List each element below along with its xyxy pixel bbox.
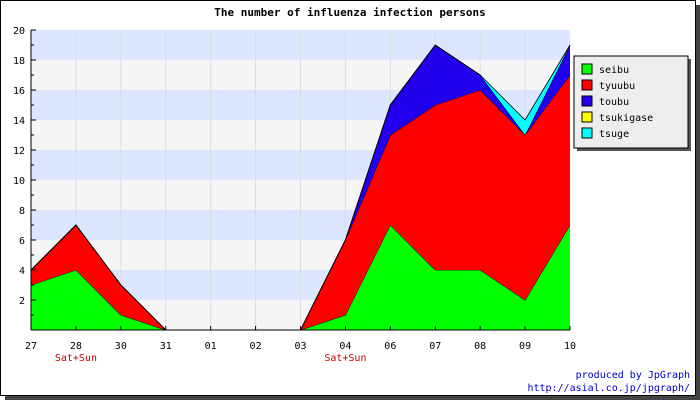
credit-line-2: http://asial.co.jp/jpgraph/ bbox=[527, 383, 690, 394]
area-seibu bbox=[300, 225, 570, 330]
x-tick-label: 04 bbox=[339, 341, 351, 352]
legend-swatch-toubu bbox=[581, 95, 593, 107]
line-tsuge bbox=[30, 224, 167, 331]
x-tick-label: 07 bbox=[429, 341, 441, 352]
x-tick-label: 27 bbox=[25, 341, 37, 352]
area-toubu bbox=[300, 45, 570, 330]
legend-swatch-tyuubu bbox=[581, 79, 593, 91]
area-seibu bbox=[31, 270, 166, 330]
x-tick-label: 10 bbox=[564, 341, 576, 352]
x-tick-label: 02 bbox=[250, 341, 262, 352]
y-tick-label: 18 bbox=[13, 56, 25, 67]
y-tick-label: 2 bbox=[19, 296, 25, 307]
chart-title: The number of influenza infection person… bbox=[214, 6, 486, 19]
y-tick-label: 16 bbox=[13, 86, 25, 97]
weekend-markers: Sat+Sun Sat+Sun bbox=[55, 353, 367, 364]
y-tick-label: 12 bbox=[13, 146, 25, 157]
credit-line-1: produced by JpGraph bbox=[576, 370, 690, 381]
legend: seibu tyuubu toubu tsukigase tsuge bbox=[573, 55, 691, 151]
legend-label-seibu: seibu bbox=[599, 65, 629, 76]
y-tick-label: 4 bbox=[19, 266, 25, 277]
legend-label-toubu: toubu bbox=[599, 97, 629, 108]
x-tick-label: 03 bbox=[294, 341, 306, 352]
y-tick-labels: 2 4 6 8 10 12 14 16 18 20 bbox=[13, 26, 25, 307]
frame-shadow-bottom bbox=[5, 396, 700, 400]
legend-swatch-seibu bbox=[581, 63, 593, 75]
y-tick-label: 10 bbox=[13, 176, 25, 187]
y-tick-label: 14 bbox=[13, 116, 25, 127]
legend-box bbox=[573, 55, 689, 149]
x-tick-label: 31 bbox=[160, 341, 172, 352]
legend-swatch-tsuge bbox=[581, 127, 593, 139]
x-tick-labels: 27 28 30 31 01 02 03 04 06 07 08 09 10 bbox=[25, 341, 576, 352]
area-tyuubu bbox=[300, 75, 570, 330]
axes bbox=[30, 29, 571, 331]
y-tick-label: 8 bbox=[19, 206, 25, 217]
weekend-marker-label: Sat+Sun bbox=[55, 353, 97, 364]
legend-label-tsuge: tsuge bbox=[599, 129, 629, 140]
x-tick-label: 01 bbox=[205, 341, 217, 352]
line-tsuge bbox=[300, 44, 571, 331]
legend-swatch-tsukigase bbox=[581, 111, 593, 123]
frame-shadow-right bbox=[696, 5, 700, 400]
weekend-marker-label: Sat+Sun bbox=[324, 353, 366, 364]
x-tick-label: 08 bbox=[474, 341, 486, 352]
y-tick-label: 20 bbox=[13, 26, 25, 37]
x-tick-label: 06 bbox=[384, 341, 396, 352]
y-tick-label: 6 bbox=[19, 236, 25, 247]
legend-label-tyuubu: tyuubu bbox=[599, 81, 635, 92]
x-tick-label: 09 bbox=[519, 341, 531, 352]
stacked-areas bbox=[30, 44, 571, 331]
x-tick-label: 28 bbox=[70, 341, 82, 352]
area-tyuubu bbox=[31, 225, 166, 330]
x-tick-label: 30 bbox=[115, 341, 127, 352]
legend-label-tsukigase: tsukigase bbox=[599, 113, 653, 124]
